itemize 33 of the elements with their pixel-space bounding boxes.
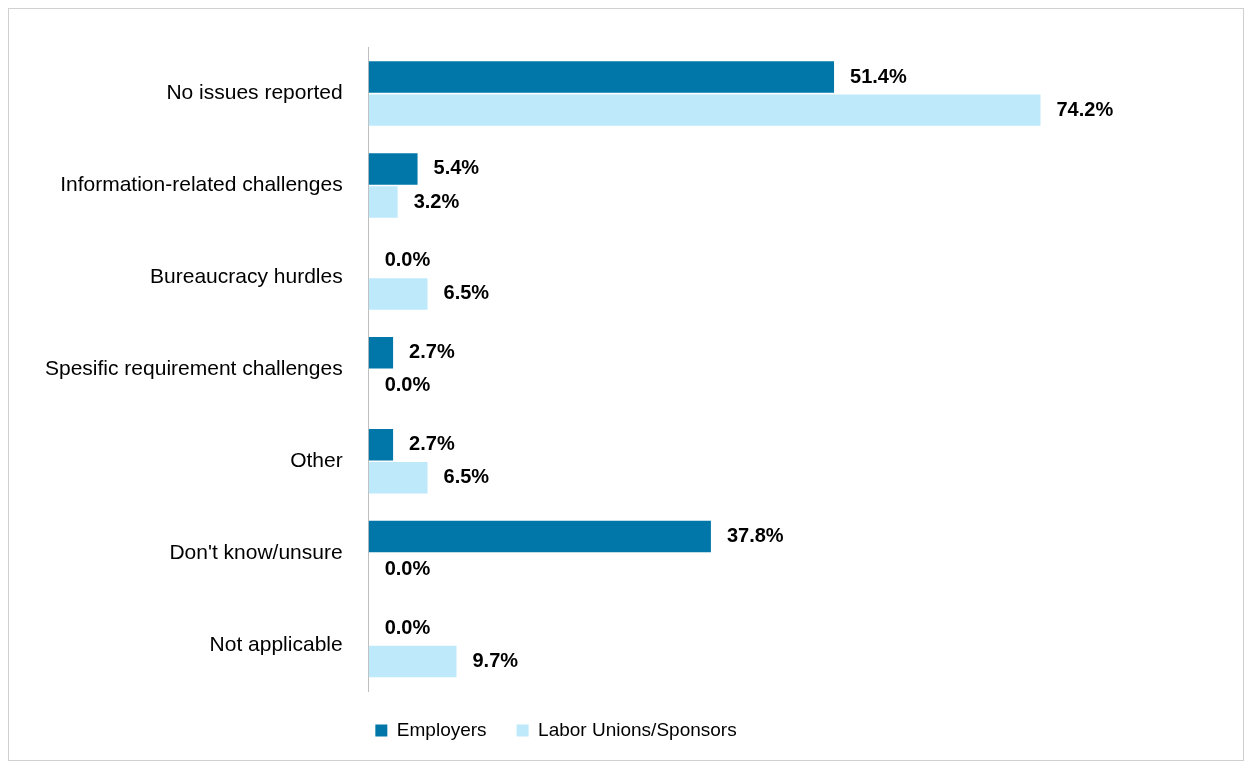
data-label: 6.5% (443, 465, 490, 488)
bar (368, 94, 1041, 126)
data-label: 3.2% (413, 189, 460, 212)
data-label: 37.8% (726, 524, 784, 547)
data-label: 0.0% (384, 616, 431, 639)
data-label: 0.0% (384, 373, 431, 396)
data-label: 9.7% (472, 649, 519, 672)
data-label: 74.2% (1056, 97, 1114, 120)
y-tick-label: Information-related challenges (60, 172, 343, 196)
y-tick-label: Spesific requirement challenges (44, 356, 343, 380)
data-label: 5.4% (433, 156, 480, 179)
bar (368, 278, 428, 310)
bar (368, 645, 457, 678)
data-label: 0.0% (384, 557, 431, 580)
bar (368, 462, 428, 494)
y-tick-label: No issues reported (166, 80, 343, 104)
data-label: 2.7% (409, 432, 455, 455)
bar (368, 428, 394, 461)
y-tick-label: Bureaucracy hurdles (150, 264, 343, 288)
data-label: 6.5% (443, 281, 490, 304)
data-label: 0.0% (384, 248, 431, 271)
bar (368, 337, 394, 369)
legend-label: Labor Unions/Sponsors (538, 718, 737, 740)
bar (368, 186, 398, 218)
y-tick-label: Don't know/unsure (169, 539, 343, 563)
bar (368, 520, 711, 553)
y-tick-label: Other (290, 448, 343, 472)
legend-label: Employers (396, 718, 487, 740)
bar (368, 153, 418, 185)
data-label: 2.7% (409, 340, 455, 363)
y-tick-label: Not applicable (209, 631, 343, 655)
data-label: 51.4% (850, 64, 907, 87)
bar (368, 61, 835, 93)
